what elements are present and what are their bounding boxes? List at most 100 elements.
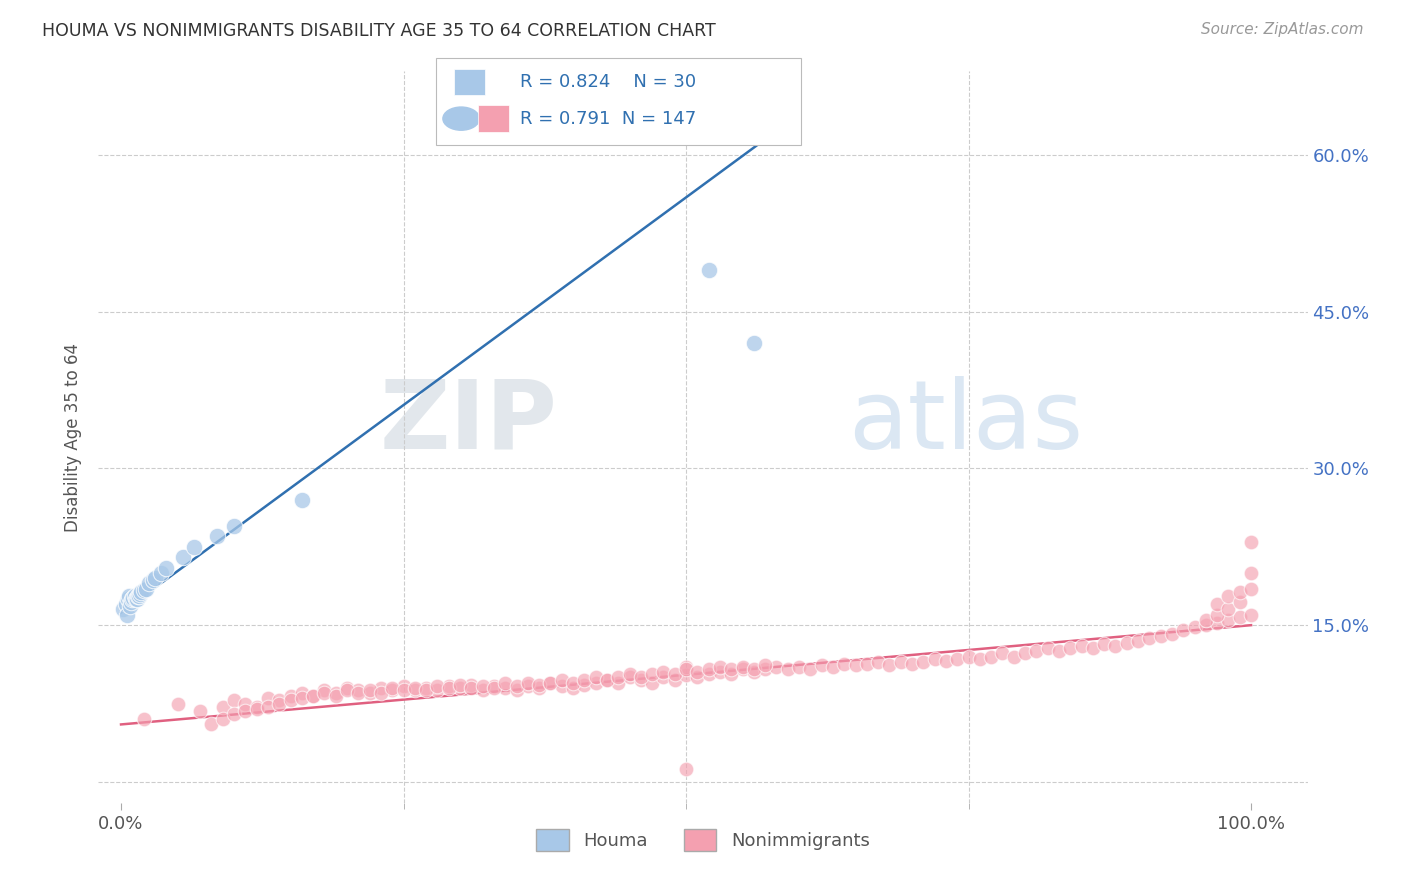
Point — [538, 675, 561, 690]
Text: HOUMA VS NONIMMIGRANTS DISABILITY AGE 35 TO 64 CORRELATION CHART: HOUMA VS NONIMMIGRANTS DISABILITY AGE 35… — [42, 22, 716, 40]
Point — [641, 675, 664, 690]
Point — [1240, 582, 1263, 596]
Point — [731, 660, 754, 674]
Point — [946, 651, 969, 665]
Point — [980, 649, 1002, 664]
Point — [935, 654, 957, 668]
Point — [211, 712, 233, 726]
Point — [494, 675, 516, 690]
Point — [641, 667, 664, 681]
Text: Source: ZipAtlas.com: Source: ZipAtlas.com — [1201, 22, 1364, 37]
Point — [1115, 636, 1137, 650]
Point — [392, 682, 415, 697]
Point — [120, 595, 142, 609]
Point — [172, 550, 194, 565]
Point — [516, 675, 538, 690]
Point — [619, 670, 641, 684]
Point — [1218, 589, 1240, 603]
Point — [166, 697, 188, 711]
Point — [381, 682, 404, 697]
Point — [776, 662, 799, 676]
Point — [1184, 620, 1206, 634]
Point — [1092, 637, 1115, 651]
Point — [314, 682, 336, 697]
Point — [675, 662, 697, 676]
Point — [128, 589, 150, 603]
Point — [437, 679, 460, 693]
Point — [115, 607, 138, 622]
Point — [257, 699, 280, 714]
Text: R = 0.824    N = 30: R = 0.824 N = 30 — [520, 73, 696, 91]
Point — [1240, 534, 1263, 549]
Point — [117, 592, 139, 607]
Point — [664, 673, 686, 687]
Point — [404, 681, 426, 695]
Point — [291, 691, 314, 706]
Point — [1218, 602, 1240, 616]
Point — [832, 657, 855, 671]
Point — [1002, 649, 1025, 664]
Point — [1229, 609, 1251, 624]
Point — [1218, 613, 1240, 627]
Point — [127, 589, 149, 603]
Point — [1025, 644, 1047, 658]
Point — [754, 662, 776, 676]
Point — [664, 667, 686, 681]
Point — [1195, 613, 1218, 627]
Point — [269, 697, 291, 711]
Point — [392, 679, 415, 693]
Point — [471, 682, 494, 697]
Point — [742, 336, 765, 351]
Point — [120, 599, 142, 614]
Point — [527, 678, 550, 692]
Point — [585, 675, 607, 690]
Point — [325, 690, 347, 704]
Point — [879, 657, 901, 672]
Point — [585, 670, 607, 684]
Point — [675, 660, 697, 674]
Point — [787, 660, 810, 674]
Point — [1240, 566, 1263, 580]
Point — [562, 675, 585, 690]
Point — [269, 693, 291, 707]
Point — [494, 681, 516, 695]
Point — [125, 592, 148, 607]
Point — [607, 675, 630, 690]
Point — [280, 693, 302, 707]
Point — [551, 673, 574, 687]
Point — [969, 651, 991, 665]
Point — [135, 582, 157, 596]
Point — [799, 662, 821, 676]
Point — [652, 665, 675, 680]
Text: ZIP: ZIP — [380, 376, 558, 469]
Point — [211, 699, 233, 714]
Point — [619, 667, 641, 681]
Point — [709, 665, 731, 680]
Point — [697, 263, 720, 277]
Point — [1126, 633, 1149, 648]
Point — [200, 717, 222, 731]
Point — [754, 657, 776, 672]
Point — [1206, 616, 1229, 631]
Point — [460, 681, 482, 695]
Point — [426, 679, 449, 693]
Point — [1036, 641, 1059, 656]
Point — [124, 589, 146, 603]
Point — [1173, 624, 1195, 638]
Point — [991, 646, 1014, 660]
Point — [516, 679, 538, 693]
Point — [302, 690, 325, 704]
Point — [505, 679, 527, 693]
Point — [222, 519, 245, 533]
Point — [347, 686, 370, 700]
Point — [1150, 629, 1173, 643]
Point — [856, 657, 879, 671]
Point — [415, 682, 437, 697]
Point — [810, 657, 832, 672]
Point — [246, 702, 269, 716]
Point — [114, 597, 136, 611]
Point — [562, 681, 585, 695]
Point — [697, 667, 720, 681]
Point — [1104, 639, 1126, 653]
Point — [143, 571, 166, 585]
